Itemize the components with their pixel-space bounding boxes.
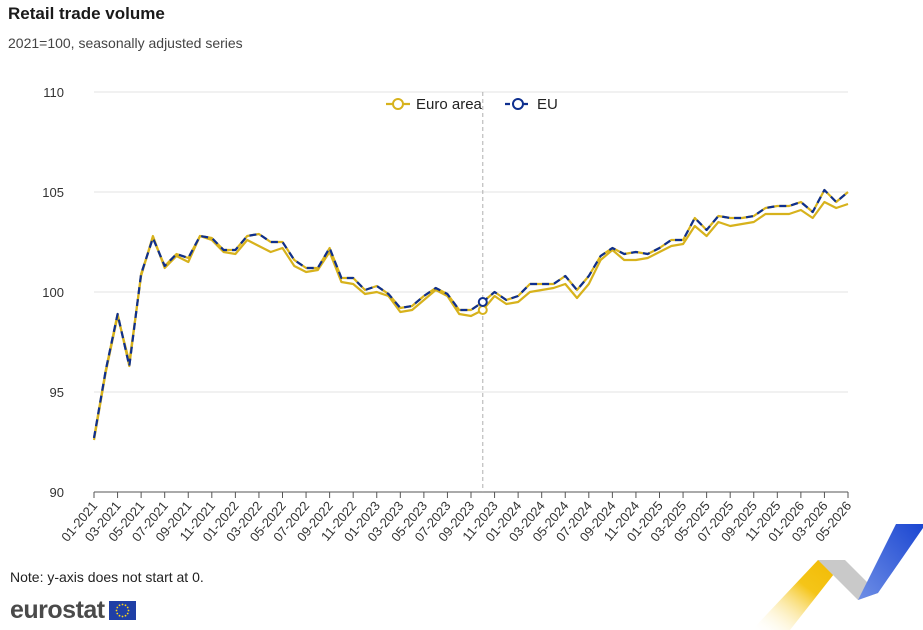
legend-marker xyxy=(512,98,524,110)
flag-star xyxy=(127,609,130,612)
y-tick-label: 105 xyxy=(42,185,64,200)
series-line-euro-area xyxy=(92,200,849,441)
x-axis: 01-202103-202105-202107-202109-202111-20… xyxy=(58,492,854,544)
legend: Euro area EU xyxy=(386,96,558,113)
y-tick-label: 90 xyxy=(50,485,64,500)
highlight-point-eu[interactable] xyxy=(477,297,488,307)
flag-star xyxy=(116,606,118,609)
flag-star xyxy=(116,612,118,615)
y-tick-label: 110 xyxy=(43,85,64,100)
flag-star xyxy=(118,614,121,617)
footnote: Note: y-axis does not start at 0. xyxy=(10,569,204,585)
chart-subtitle: 2021=100, seasonally adjusted series xyxy=(8,35,243,51)
eurostat-logo: eurostat xyxy=(10,596,136,625)
y-axis: 90 95 100 105 110 xyxy=(42,85,64,500)
highlight-point-euro-area[interactable] xyxy=(477,305,488,315)
flag-star xyxy=(115,609,118,612)
grid xyxy=(94,91,848,493)
flag-star xyxy=(124,614,127,617)
legend-marker xyxy=(392,98,404,110)
logo-text: eurostat xyxy=(10,596,105,624)
flag-star xyxy=(118,604,121,607)
y-tick-label: 95 xyxy=(50,385,64,400)
flag-star xyxy=(121,603,124,606)
flag-star xyxy=(126,606,129,609)
legend-item-eu[interactable]: EU xyxy=(537,96,558,113)
series-line-eu xyxy=(92,188,849,439)
flag-star xyxy=(121,615,124,618)
legend-item-euro-area[interactable]: Euro area xyxy=(416,96,483,113)
series-line-eu-underlay xyxy=(92,188,849,439)
flag-star xyxy=(124,604,127,607)
chart-title: Retail trade volume xyxy=(8,4,165,23)
y-tick-label: 100 xyxy=(42,285,64,300)
series xyxy=(92,188,849,441)
eu-flag-icon xyxy=(108,601,136,620)
flag-star xyxy=(126,612,129,615)
